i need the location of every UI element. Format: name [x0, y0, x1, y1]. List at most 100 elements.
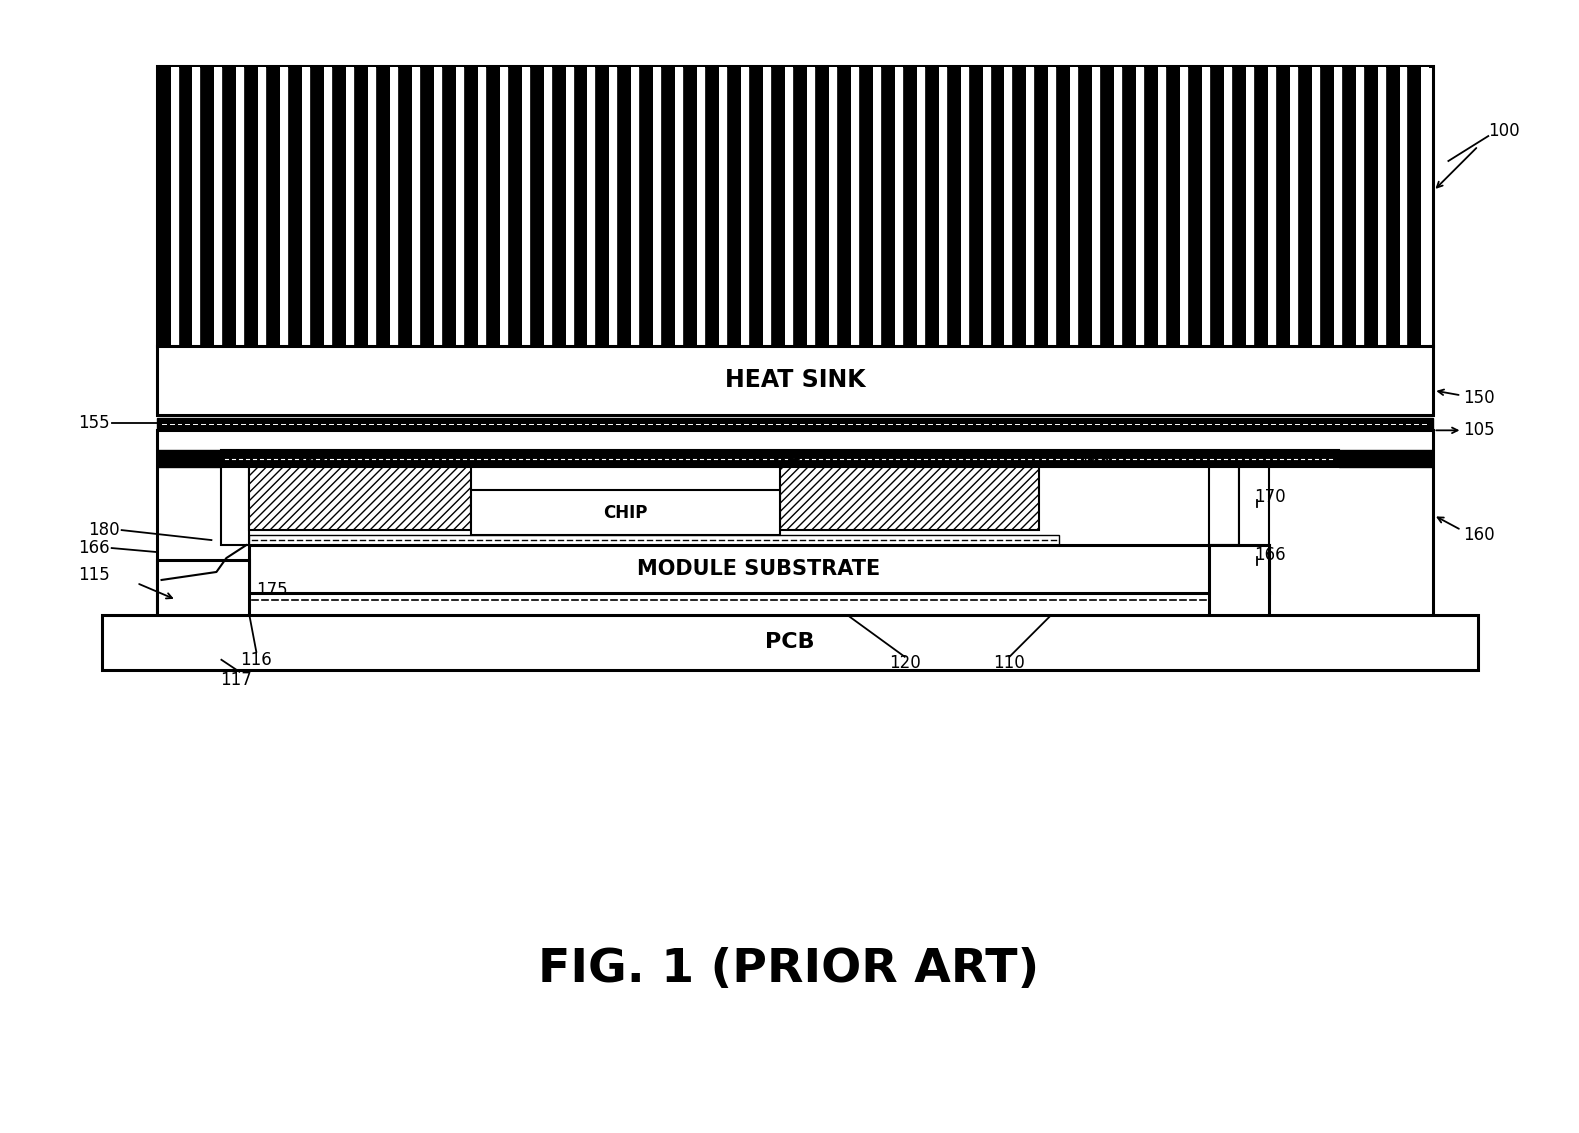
Text: 166: 166	[77, 539, 109, 557]
Bar	[1290, 67, 1298, 344]
Text: 170: 170	[1254, 488, 1285, 506]
Bar	[215, 67, 223, 344]
Bar	[925, 66, 938, 346]
Bar	[829, 67, 837, 344]
Bar	[654, 67, 662, 344]
Bar	[456, 67, 464, 344]
Text: 167: 167	[297, 453, 328, 471]
Bar	[1012, 66, 1026, 346]
Bar	[1399, 67, 1407, 344]
Bar	[521, 67, 529, 344]
Bar	[221, 467, 249, 545]
Bar	[1224, 67, 1232, 344]
Bar	[1123, 66, 1137, 346]
Bar	[990, 66, 1004, 346]
Bar	[1210, 467, 1240, 545]
Bar	[245, 66, 259, 346]
Text: 115: 115	[77, 566, 109, 583]
Bar	[1093, 67, 1101, 344]
Bar	[1385, 66, 1399, 346]
Bar	[368, 67, 376, 344]
Bar	[632, 67, 639, 344]
Bar	[412, 67, 420, 344]
Bar	[1342, 66, 1356, 346]
Bar	[156, 560, 249, 617]
Bar	[748, 66, 763, 346]
Bar	[1101, 66, 1115, 346]
Bar	[508, 66, 521, 346]
Bar	[1048, 67, 1056, 344]
Bar	[1056, 66, 1071, 346]
Bar	[267, 66, 279, 346]
Bar	[499, 67, 508, 344]
Bar	[390, 67, 398, 344]
Bar	[332, 66, 346, 346]
Bar	[741, 67, 748, 344]
Bar	[1078, 66, 1093, 346]
Bar	[1210, 545, 1270, 617]
Bar	[1157, 67, 1165, 344]
Text: CHIP: CHIP	[603, 504, 647, 521]
Bar	[249, 467, 471, 530]
Text: 117: 117	[221, 671, 253, 689]
Text: 120: 120	[889, 654, 921, 672]
Bar	[873, 67, 881, 344]
Bar	[156, 346, 1434, 416]
Text: 166: 166	[1254, 546, 1285, 564]
Bar	[1339, 450, 1434, 467]
Text: 105: 105	[1464, 421, 1495, 440]
Bar	[156, 66, 1434, 346]
Bar	[376, 66, 390, 346]
Bar	[1115, 67, 1123, 344]
Bar	[960, 67, 968, 344]
Bar	[1180, 67, 1187, 344]
Bar	[1254, 66, 1268, 346]
Bar	[346, 67, 354, 344]
Bar	[639, 66, 654, 346]
Bar	[903, 66, 917, 346]
Bar	[881, 66, 895, 346]
Bar	[1026, 67, 1034, 344]
Bar	[249, 545, 1270, 593]
Bar	[982, 67, 990, 344]
Bar	[156, 450, 221, 467]
Bar	[101, 615, 1478, 670]
Bar	[1145, 66, 1157, 346]
Bar	[1210, 66, 1224, 346]
Bar	[895, 67, 903, 344]
Bar	[1312, 67, 1320, 344]
Bar	[464, 66, 478, 346]
Bar	[815, 66, 829, 346]
Bar	[793, 66, 807, 346]
Bar	[259, 67, 267, 344]
Bar	[1320, 66, 1334, 346]
Bar	[1356, 67, 1364, 344]
Bar	[807, 67, 815, 344]
Bar	[156, 431, 1434, 617]
Text: 180: 180	[88, 521, 120, 539]
Text: FIG. 1 (PRIOR ART): FIG. 1 (PRIOR ART)	[538, 946, 1039, 991]
Text: CAP: CAP	[758, 451, 802, 470]
Bar	[156, 418, 1434, 431]
Bar	[968, 66, 982, 346]
Bar	[718, 67, 728, 344]
Bar	[354, 66, 368, 346]
Bar	[780, 467, 1039, 530]
Bar	[1364, 66, 1377, 346]
Bar	[249, 535, 1060, 545]
Bar	[587, 67, 595, 344]
Bar	[617, 66, 632, 346]
Bar	[1187, 66, 1202, 346]
Bar	[279, 67, 289, 344]
Text: 100: 100	[1489, 122, 1521, 140]
Bar	[324, 67, 332, 344]
Bar	[1240, 467, 1270, 545]
Bar	[1202, 67, 1210, 344]
Bar	[1034, 66, 1048, 346]
Bar	[1137, 67, 1145, 344]
Bar	[1071, 67, 1078, 344]
Bar	[1407, 66, 1421, 346]
Bar	[1165, 66, 1180, 346]
Bar	[237, 67, 245, 344]
Bar	[859, 66, 873, 346]
